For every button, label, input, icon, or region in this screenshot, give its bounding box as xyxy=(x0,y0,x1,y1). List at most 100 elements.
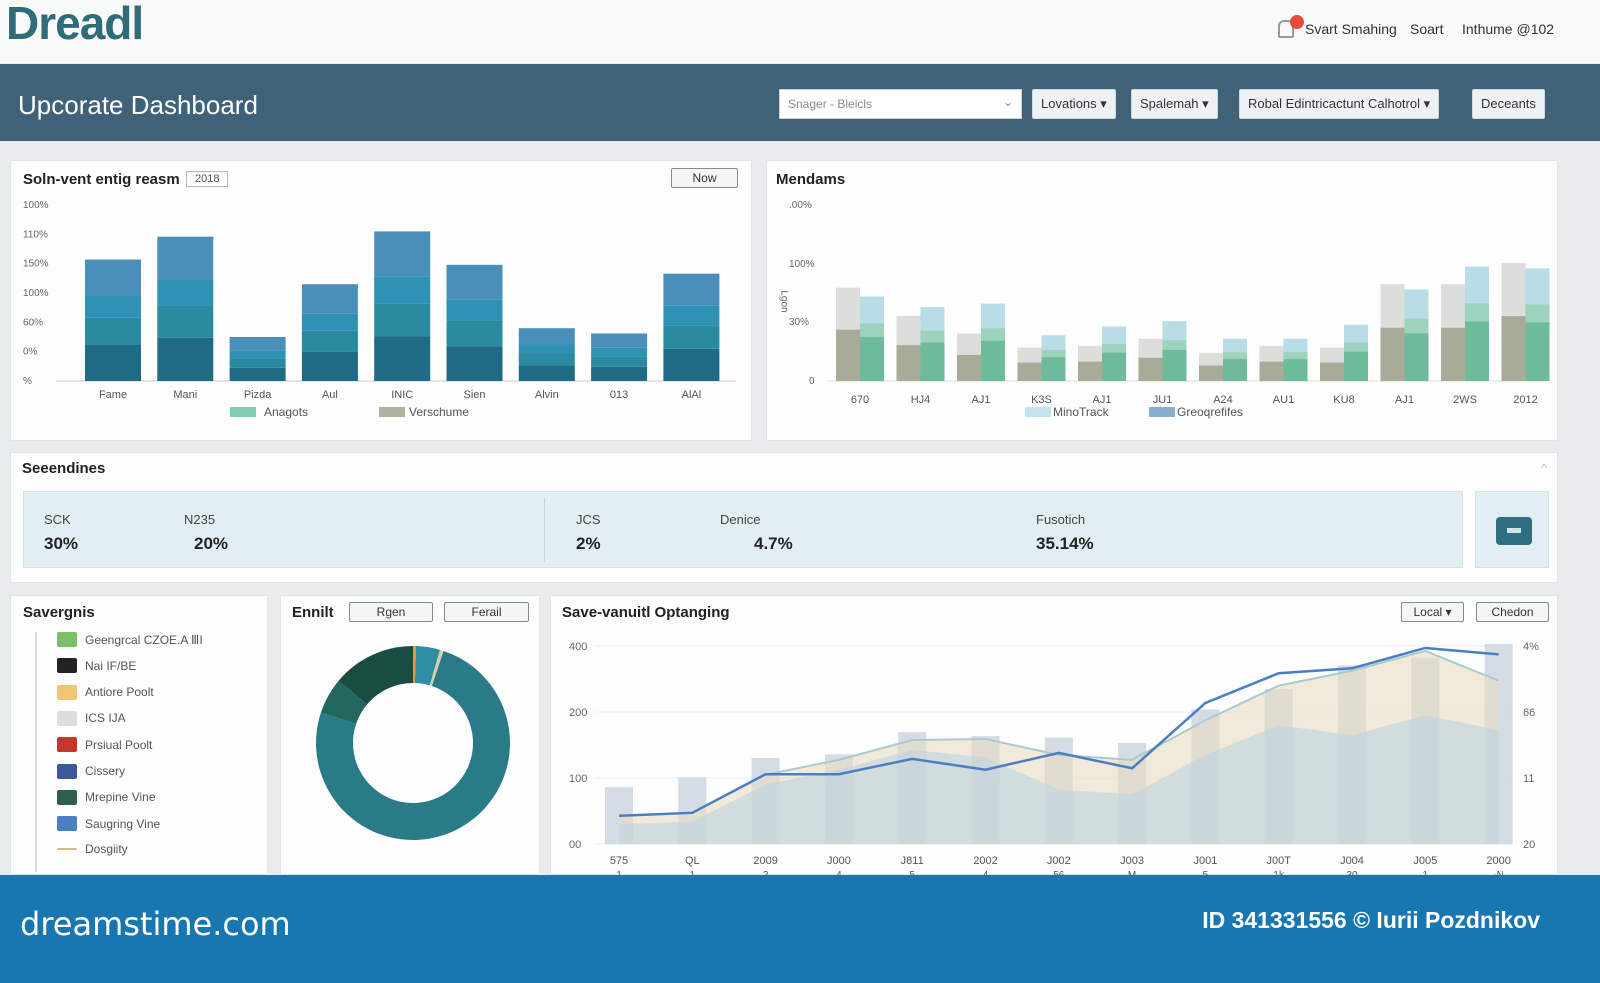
bar-segment xyxy=(518,353,575,366)
bar-segment xyxy=(157,236,214,280)
y-tick-label: 110% xyxy=(23,229,48,240)
x-tick-label: 2000 xyxy=(1486,855,1510,867)
x-tick-label: A24 xyxy=(1213,394,1233,406)
bar-segment xyxy=(591,333,648,348)
year-badge[interactable]: 2018 xyxy=(186,171,229,187)
collapse-icon[interactable]: ^ xyxy=(1541,461,1547,475)
logo[interactable]: Dreadl xyxy=(6,0,144,49)
filter-select[interactable]: Snager - Bleicls ⌄ xyxy=(779,89,1022,119)
list-item-label: Cissery xyxy=(85,764,126,778)
bar-segment xyxy=(1501,316,1526,381)
locations-button[interactable]: Lovations ▾ xyxy=(1032,89,1116,119)
map-icon xyxy=(57,632,77,647)
list-item[interactable]: Nai IF/BE xyxy=(57,658,136,674)
list-item[interactable]: Geengrcal CZOE.A ⅢI xyxy=(57,632,203,647)
app-icon xyxy=(57,789,77,805)
chevron-down-icon: ⌄ xyxy=(1002,95,1013,109)
bar-segment xyxy=(229,337,286,351)
control-button[interactable]: Robal Edintricactunt Calhotrol ▾ xyxy=(1239,89,1440,119)
bar-segment xyxy=(157,305,214,338)
donut-title: Ennilt xyxy=(292,604,334,621)
line-chart-panel: Save-vanuitl Optanging Local ▾ Chedon 00… xyxy=(550,595,1558,876)
line-chart: 00 100 200 400 20 11 66 4% 575 1 QL 1 2009 2 J000 4 J811… xyxy=(569,641,1539,876)
bar-segment xyxy=(1017,362,1042,381)
bar-segment xyxy=(1041,357,1066,381)
chedon-button[interactable]: Chedon xyxy=(1476,602,1549,622)
stat-label: SCK xyxy=(44,512,71,527)
x-tick-sublabel: 1 xyxy=(690,870,696,876)
y-tick-label: 0% xyxy=(23,347,38,358)
rgen-button[interactable]: Rgen xyxy=(349,602,433,622)
grouped-bar-chart-panel: Mendams Lgon 0 30% 100% .00% 670 HJ4 AJ1 K3S AJ1… xyxy=(766,160,1558,441)
ferail-button[interactable]: Ferail xyxy=(444,602,529,622)
bar-segment xyxy=(157,279,214,306)
bar-segment xyxy=(229,350,286,359)
list-item-label: ICS IJA xyxy=(85,711,126,726)
spalemah-button[interactable]: Spalemah ▾ xyxy=(1131,89,1218,119)
x-tick-label: Alvin xyxy=(535,389,559,401)
bar-segment xyxy=(920,342,945,381)
bar-segment xyxy=(301,351,358,381)
list-item[interactable]: Dosgiity xyxy=(57,842,128,856)
y2-tick-label: 66 xyxy=(1523,707,1535,719)
y-tick-label: .00% xyxy=(789,200,812,211)
legend-label: Anagots xyxy=(264,405,308,419)
list-item[interactable]: Antiore Poolt xyxy=(57,684,154,700)
y-tick-label: 100% xyxy=(23,288,49,299)
list-item[interactable]: Prsiual Poolt xyxy=(57,737,153,753)
action-button[interactable] xyxy=(1475,491,1549,568)
folder-icon xyxy=(57,684,77,700)
donut-slice xyxy=(338,646,413,705)
list-item[interactable]: Saugring Vine xyxy=(57,816,160,832)
bird-icon xyxy=(57,816,77,832)
y-tick-label: 100 xyxy=(569,773,587,785)
top-link-1[interactable]: Svart Smahing xyxy=(1305,21,1397,37)
x-tick-sublabel: 30 xyxy=(1346,870,1358,876)
bar-segment xyxy=(591,366,648,381)
list-item[interactable]: Cissery xyxy=(57,763,126,779)
panel-title: Soln-vent entig reasm xyxy=(23,171,180,188)
x-tick-label: J811 xyxy=(901,855,924,867)
bar-segment xyxy=(860,337,884,381)
x-tick-sublabel: 1k xyxy=(1273,870,1285,876)
x-tick-label: Fame xyxy=(99,389,127,401)
x-tick-label: J000 xyxy=(827,855,851,867)
footer-banner: dreamstime.com ID 341331556 © Iurii Pozd… xyxy=(0,875,1600,983)
bar-segment xyxy=(1283,359,1308,381)
user-menu[interactable]: Inthume @102 xyxy=(1462,21,1555,37)
y-tick-label: 0 xyxy=(809,376,815,387)
x-tick-sublabel: 5 xyxy=(1203,870,1209,876)
list-item-label: Antiore Poolt xyxy=(85,685,154,700)
line-chart-title: Save-vanuitl Optanging xyxy=(562,604,730,621)
y-tick-label: 200 xyxy=(569,707,587,719)
top-link-2[interactable]: Soart xyxy=(1410,21,1444,37)
list-item[interactable]: Mrepine Vine xyxy=(57,789,156,805)
x-tick-label: AJ1 xyxy=(972,394,991,406)
bar-segment xyxy=(1441,327,1465,381)
list-item[interactable]: ICS IJA xyxy=(57,710,126,726)
y2-tick-label: 11 xyxy=(1523,773,1534,785)
bar-segment xyxy=(518,344,575,354)
x-tick-sublabel: 4 xyxy=(983,870,989,876)
bar-segment xyxy=(1380,327,1405,381)
list-item-label: Prsiual Poolt xyxy=(85,737,153,752)
bar-segment xyxy=(85,344,141,381)
bar-segment xyxy=(1344,351,1368,381)
legend-label: Verschume xyxy=(409,405,469,419)
now-button[interactable]: Now xyxy=(671,168,738,188)
x-tick-label: INIC xyxy=(391,389,413,401)
bar-segment xyxy=(836,329,860,381)
x-tick-label: 2012 xyxy=(1513,394,1537,406)
stat-label: JCS xyxy=(576,512,601,527)
bar-chart: % 0% 60% 100% 150% 110% 100% Fame Mani Pizda Aul IN… xyxy=(23,200,736,419)
donut-slice xyxy=(413,646,417,684)
legend-swatch xyxy=(1025,407,1051,417)
local-dropdown[interactable]: Local ▾ xyxy=(1401,602,1464,622)
stat-label: Denice xyxy=(720,512,761,527)
x-tick-label: Mani xyxy=(173,389,197,401)
deceants-button[interactable]: Deceants xyxy=(1472,89,1545,119)
stats-box: SCK 30% N235 20% JCS 2% Denice 4.7% Fuso… xyxy=(23,491,1463,568)
notification-icon[interactable] xyxy=(1278,20,1294,38)
x-tick-label: Aul xyxy=(322,389,338,401)
list-item-label: Geengrcal CZOE.A ⅢI xyxy=(85,632,203,647)
